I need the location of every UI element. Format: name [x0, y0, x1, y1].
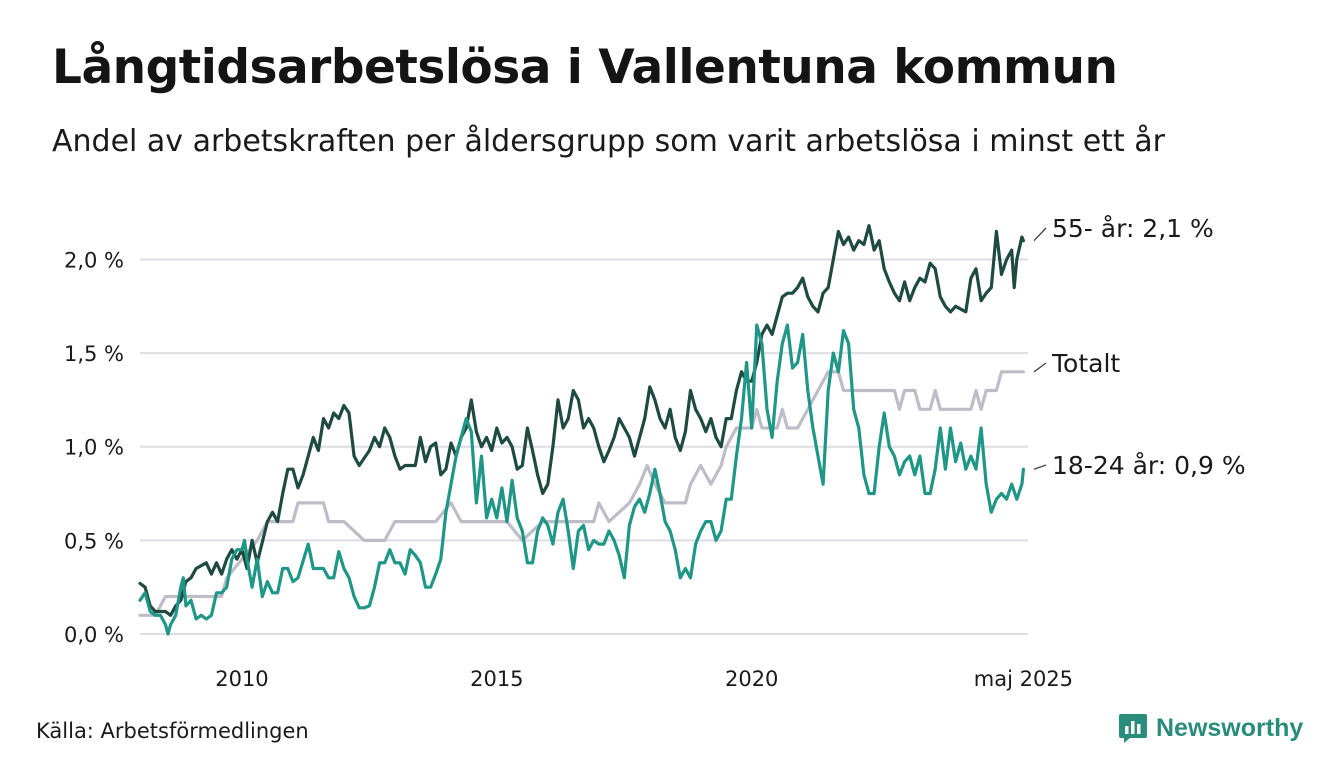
series-lines: [138, 224, 1025, 636]
chart-subtitle: Andel av arbetskraften per åldersgrupp s…: [52, 124, 1165, 159]
series-end-label: 18-24 år: 0,9 %: [1052, 451, 1246, 480]
y-tick-label: 2,0 %: [64, 248, 124, 272]
x-tick-label: 2010: [215, 667, 268, 691]
series-end-labels: Totalt 55- år: 2,1 % 18-24 år: 0,9 %: [1033, 214, 1246, 480]
gridlines: [140, 258, 1028, 635]
chart-title: Långtidsarbetslösa i Vallentuna kommun: [52, 40, 1118, 95]
y-tick-label: 1,0 %: [64, 436, 124, 460]
x-axis-ticks: 2010 2015 2020 maj 2025: [215, 667, 1073, 691]
y-tick-label: 0,0 %: [64, 623, 124, 647]
brand-logo[interactable]: Newsworthy: [1118, 712, 1303, 744]
brand-name: Newsworthy: [1156, 713, 1304, 742]
end-label-connector: [1033, 464, 1047, 470]
series-end-label: Totalt: [1051, 349, 1120, 378]
end-label-connector: [1033, 362, 1047, 373]
y-tick-label: 0,5 %: [64, 529, 124, 553]
source-note: Källa: Arbetsförmedlingen: [36, 719, 309, 743]
newsworthy-logo-icon: [1119, 714, 1147, 743]
x-tick-label: maj 2025: [974, 667, 1073, 691]
end-label-connector: [1033, 227, 1047, 242]
series-end-label: 55- år: 2,1 %: [1052, 214, 1214, 243]
y-axis-ticks: 0,0 % 0,5 % 1,0 % 1,5 % 2,0 %: [64, 248, 124, 647]
series-line-s55: [138, 224, 1025, 617]
x-tick-label: 2020: [725, 667, 778, 691]
x-tick-label: 2015: [470, 667, 523, 691]
y-tick-label: 1,5 %: [64, 342, 124, 366]
series-line-total: [138, 370, 1025, 617]
series-line-s18: [138, 323, 1025, 636]
